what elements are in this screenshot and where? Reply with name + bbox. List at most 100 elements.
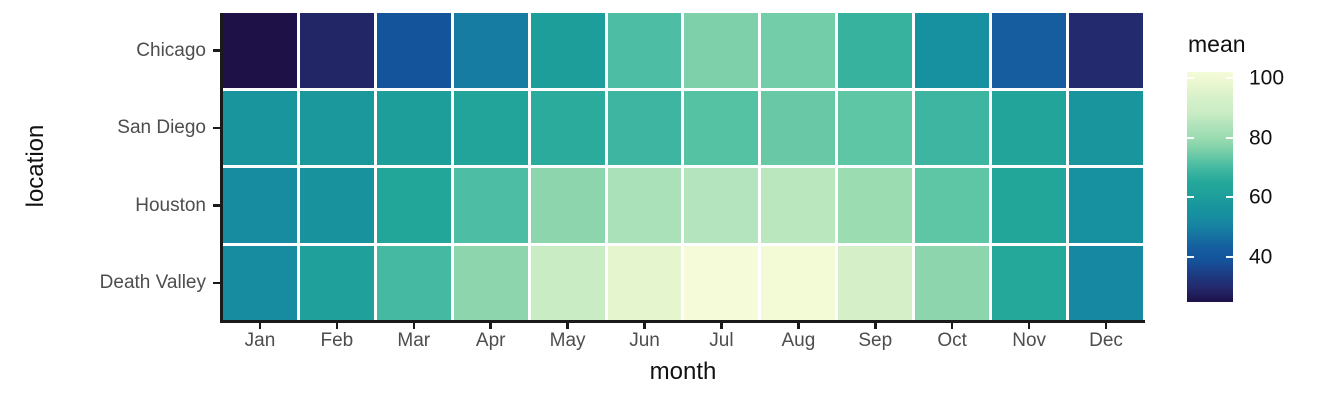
x-tick-label: Apr — [475, 330, 506, 351]
heatmap-cell — [915, 245, 990, 320]
legend-tick-mark — [1226, 196, 1233, 199]
y-tick-label: Houston — [135, 194, 206, 216]
x-tick-label: Jan — [244, 330, 276, 351]
heatmap-cell — [453, 168, 528, 243]
legend-tick-label: 100 — [1249, 66, 1285, 90]
heatmap-cell — [915, 168, 990, 243]
x-tick-label: Aug — [781, 330, 816, 351]
x-tick-mark — [874, 322, 877, 329]
heatmap-cell — [453, 245, 528, 320]
x-axis-title: month — [649, 358, 717, 385]
heatmap-cell — [838, 90, 913, 165]
x-tick-mark — [1104, 322, 1108, 329]
y-tick-mark — [213, 204, 221, 207]
y-tick-label: Chicago — [136, 39, 206, 61]
heatmap-cell — [761, 245, 836, 320]
heatmap-cell — [1069, 90, 1143, 165]
x-tick-mark — [720, 322, 723, 329]
x-tick-mark — [489, 322, 492, 329]
x-tick-mark — [797, 322, 800, 329]
legend-tick-mark — [1187, 256, 1194, 259]
heatmap-cell — [299, 13, 374, 88]
heatmap-cell — [223, 245, 297, 320]
x-tick-label: Dec — [1089, 330, 1123, 351]
heatmap-cell — [299, 90, 374, 165]
heatmap-cell — [530, 168, 605, 243]
x-tick-label: Jun — [629, 330, 660, 351]
y-axis-ticks — [213, 13, 221, 320]
heatmap-cell — [607, 168, 682, 243]
heatmap-cell — [607, 90, 682, 165]
heatmap-panel — [223, 13, 1143, 320]
y-tick-mark — [213, 49, 221, 52]
x-tick-label: Mar — [397, 330, 431, 351]
heatmap-cell — [1069, 13, 1143, 88]
x-tick-mark — [412, 322, 416, 329]
y-tick-label: San Diego — [117, 117, 206, 139]
legend-tick-mark — [1187, 136, 1194, 139]
heatmap-cell — [838, 245, 913, 320]
legend-tick-label: 40 — [1249, 245, 1273, 269]
heatmap-cell — [223, 13, 297, 88]
legend-tick-mark — [1187, 196, 1194, 199]
y-axis-line — [220, 13, 223, 322]
heatmap-cell — [684, 245, 759, 320]
heatmap-cell — [684, 168, 759, 243]
x-tick-mark — [566, 322, 569, 329]
x-tick-label: Sep — [858, 330, 893, 351]
x-tick-mark — [643, 322, 646, 329]
x-tick-label: Jul — [709, 330, 734, 351]
heatmap-cell — [530, 13, 605, 88]
heatmap-cell — [838, 13, 913, 88]
heatmap-cell — [684, 90, 759, 165]
heatmap-cell — [992, 90, 1067, 165]
legend-tick-mark — [1226, 76, 1233, 79]
heatmap-cell — [223, 168, 297, 243]
x-tick-mark — [258, 322, 262, 329]
heatmap-cell — [992, 168, 1067, 243]
heatmap-cell — [299, 245, 374, 320]
x-tick-label: Nov — [1012, 330, 1047, 351]
heatmap-cell — [1069, 245, 1143, 320]
heatmap-cell — [761, 168, 836, 243]
x-tick-mark — [950, 322, 954, 329]
heatmap-cell — [761, 13, 836, 88]
legend-tick-label: 80 — [1249, 126, 1273, 150]
legend-tick-mark — [1226, 256, 1233, 259]
heatmap-cell — [223, 90, 297, 165]
heatmap-cell — [915, 13, 990, 88]
x-tick-label: Feb — [320, 330, 354, 351]
y-tick-mark — [213, 281, 221, 284]
x-axis-ticks — [223, 322, 1143, 329]
legend-tick-label: 60 — [1249, 185, 1273, 209]
heatmap-cell — [607, 13, 682, 88]
heatmap-cell — [453, 90, 528, 165]
heatmap-cell — [838, 168, 913, 243]
heatmap-cell — [607, 245, 682, 320]
heatmap-cell — [530, 245, 605, 320]
legend-tick-mark — [1226, 136, 1233, 139]
heatmap-cell — [1069, 168, 1143, 243]
x-axis-line — [220, 320, 1145, 323]
legend-tick-mark — [1187, 76, 1194, 79]
heatmap-cell — [915, 90, 990, 165]
x-tick-mark — [1027, 322, 1031, 329]
heatmap-cell — [761, 90, 836, 165]
heatmap-cell — [992, 245, 1067, 320]
legend-gradient-bar — [1187, 72, 1233, 302]
x-tick-label: May — [549, 330, 586, 351]
y-axis-tick-labels: Chicago San Diego Houston Death Valley — [0, 13, 206, 320]
x-tick-mark — [335, 322, 339, 329]
heatmap-cell — [376, 168, 451, 243]
x-axis-tick-labels: Jan Feb Mar Apr May Jun Jul Aug Sep Oct Nov Dec — [223, 331, 1143, 350]
heatmap-cell — [684, 13, 759, 88]
heatmap-cell — [376, 90, 451, 165]
heatmap-cell — [376, 13, 451, 88]
legend-title: mean — [1188, 31, 1246, 57]
heatmap-cell — [453, 13, 528, 88]
heatmap-cell — [376, 245, 451, 320]
heatmap-cell — [992, 13, 1067, 88]
heatmap-cell — [299, 168, 374, 243]
y-tick-mark — [213, 126, 221, 129]
